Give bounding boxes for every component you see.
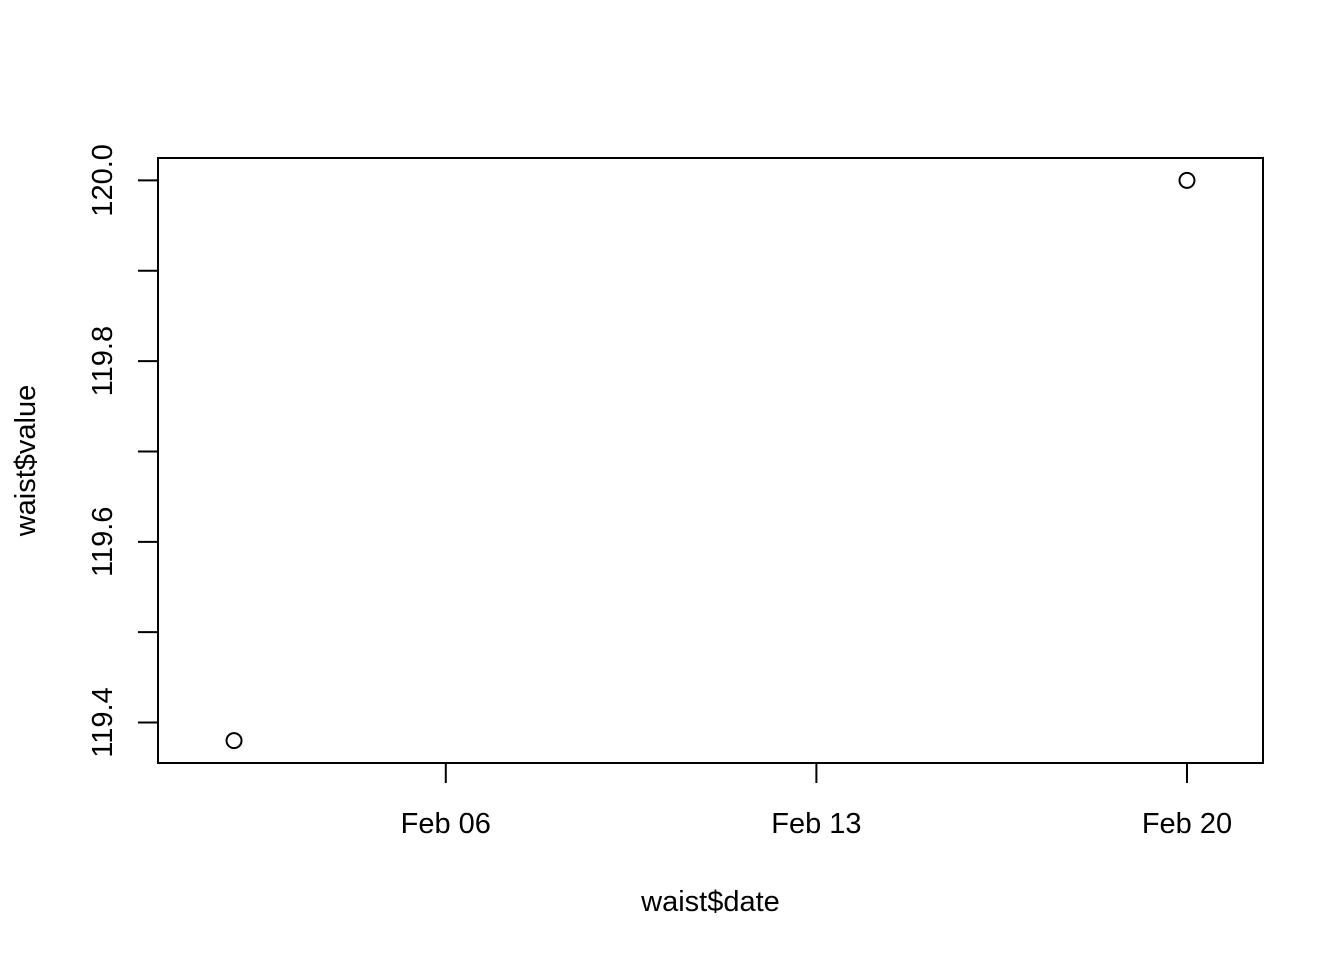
data-points [225,171,1196,750]
y-axis: 119.4 119.6 119.8 120.0 [87,144,158,758]
y-tick-label: 120.0 [87,144,119,217]
y-axis-label: waist$value [10,385,42,538]
x-tick-label: Feb 06 [401,808,491,840]
data-point [225,732,243,750]
y-tick-label: 119.8 [87,326,119,396]
data-point [1178,171,1196,189]
plot-frame [157,157,1264,764]
x-tick-label: Feb 13 [771,808,861,840]
x-tick-label: Feb 20 [1142,808,1232,840]
y-tick-label: 119.6 [87,507,119,577]
x-axis: Feb 06 Feb 13 Feb 20 [401,763,1232,840]
y-tick-label: 119.4 [87,687,119,757]
x-axis-label: waist$date [640,886,780,918]
